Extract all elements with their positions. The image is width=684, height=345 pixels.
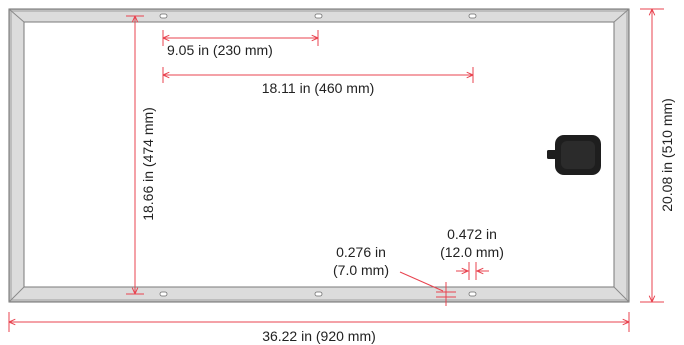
mounting-holes <box>159 13 477 297</box>
mounting-hole-top-right <box>468 13 477 19</box>
mounting-hole-top-left <box>159 13 168 19</box>
dimension-label-hole-slot-offset-line2: (7.0 mm) <box>333 262 389 278</box>
dimension-label-hole-spacing-short: 9.05 in (230 mm) <box>167 42 273 58</box>
panel-frame <box>8 8 630 303</box>
dimension-label-hole-slot-width-line2: (12.0 mm) <box>440 244 504 260</box>
dimension-label-hole-span-vertical: 18.66 in (474 mm) <box>140 107 156 221</box>
dimension-hole-span-vertical: 18.66 in (474 mm) <box>126 16 156 294</box>
mounting-hole-top-center <box>314 13 323 19</box>
dimension-hole-spacing-long: 18.11 in (460 mm) <box>163 67 473 96</box>
dimension-label-hole-spacing-long: 18.11 in (460 mm) <box>262 80 375 96</box>
mounting-hole-bottom-left <box>159 291 168 297</box>
dimension-overall-height: 20.08 in (510 mm) <box>640 9 675 302</box>
dimension-label-overall-height: 20.08 in (510 mm) <box>659 98 675 212</box>
junction-box-icon <box>547 135 601 175</box>
dimension-hole-slot-width: 0.472 in (12.0 mm) <box>440 226 504 280</box>
dimension-hole-spacing-short: 9.05 in (230 mm) <box>163 30 318 58</box>
dimension-label-hole-slot-offset-line1: 0.276 in <box>336 244 386 260</box>
dimension-label-overall-width: 36.22 in (920 mm) <box>262 328 376 344</box>
mounting-hole-bottom-right <box>468 291 477 297</box>
dimension-overall-width: 36.22 in (920 mm) <box>9 312 629 344</box>
dimension-hole-slot-offset: 0.276 in (7.0 mm) <box>333 244 456 306</box>
mounting-hole-bottom-center <box>314 291 323 297</box>
dimension-label-hole-slot-width-line1: 0.472 in <box>447 226 497 242</box>
